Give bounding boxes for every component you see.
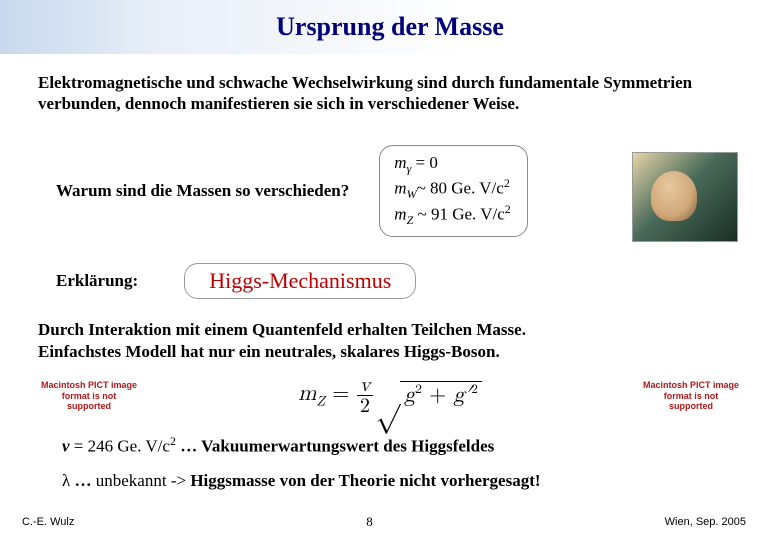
slide-title: Ursprung der Masse [276,12,504,42]
mass-w: mW~ 80 Ge. V/c2 [394,176,510,202]
footer-location-date: Wien, Sep. 2005 [665,516,746,528]
intro-text: Elektromagnetische und schwache Wechselw… [38,72,742,115]
vev-line: v = 246 Ge. V/c2 … Vakuumerwartungswert … [38,434,742,457]
footer: C.-E. Wulz 8 Wien, Sep. 2005 [0,514,780,530]
formula-row: Macintosh PICT image format is not suppo… [38,375,742,416]
mz-formula: mZ = v2√g2 + g′2 [298,375,482,416]
explanation-row: Erklärung: Higgs-Mechanismus [38,263,742,299]
mass-values-box: mγ = 0 mW~ 80 Ge. V/c2 mZ ~ 91 Ge. V/c2 [379,145,527,237]
footer-author: C.-E. Wulz [22,516,74,528]
physicist-photo [632,152,738,242]
mass-z: mZ ~ 91 Ge. V/c2 [394,202,510,228]
interaction-text: Durch Interaktion mit einem Quantenfeld … [38,319,742,363]
question-text: Warum sind die Massen so verschieden? [38,181,349,201]
higgs-mechanism-box: Higgs-Mechanismus [184,263,416,299]
explanation-label: Erklärung: [56,271,138,291]
interaction-line1: Durch Interaktion mit einem Quantenfeld … [38,319,742,341]
pict-placeholder-right: Macintosh PICT image format is not suppo… [642,380,740,411]
mass-photon: mγ = 0 [394,152,510,176]
interaction-line2: Einfachstes Modell hat nur ein neutrales… [38,341,742,363]
footer-page-number: 8 [366,514,373,530]
content-area: Elektromagnetische und schwache Wechselw… [0,54,780,491]
title-bar: Ursprung der Masse [0,0,780,54]
pict-placeholder-left: Macintosh PICT image format is not suppo… [40,380,138,411]
lambda-line: λ … unbekannt -> Higgsmasse von der Theo… [38,471,742,491]
